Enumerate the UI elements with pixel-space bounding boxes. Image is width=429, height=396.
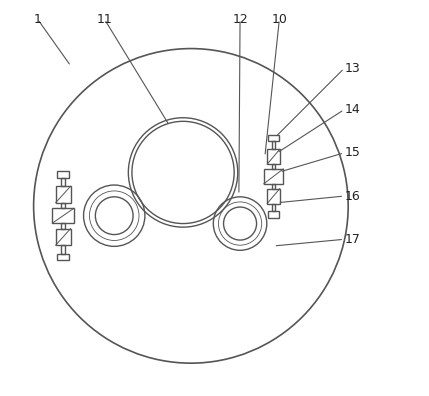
Bar [57, 254, 69, 260]
Text: 12: 12 [232, 13, 248, 26]
Bar [272, 204, 275, 211]
Bar [61, 223, 66, 228]
Text: 1: 1 [33, 13, 42, 26]
Bar [272, 164, 275, 169]
Text: 14: 14 [344, 103, 360, 116]
Bar [61, 245, 66, 254]
Bar [61, 203, 66, 208]
Bar [269, 211, 278, 218]
Text: 16: 16 [344, 190, 360, 202]
Text: 11: 11 [97, 13, 112, 26]
Bar [264, 169, 283, 184]
Bar [56, 186, 71, 203]
Bar [267, 188, 280, 204]
Text: 10: 10 [272, 13, 287, 26]
Bar [52, 208, 74, 223]
Bar [272, 184, 275, 188]
Text: 15: 15 [344, 146, 360, 159]
Text: 17: 17 [344, 233, 360, 246]
Bar [57, 171, 69, 177]
Bar [267, 149, 280, 164]
Bar [56, 228, 71, 245]
Bar [272, 141, 275, 149]
Bar [61, 177, 66, 186]
Bar [269, 135, 278, 141]
Text: 13: 13 [344, 62, 360, 75]
